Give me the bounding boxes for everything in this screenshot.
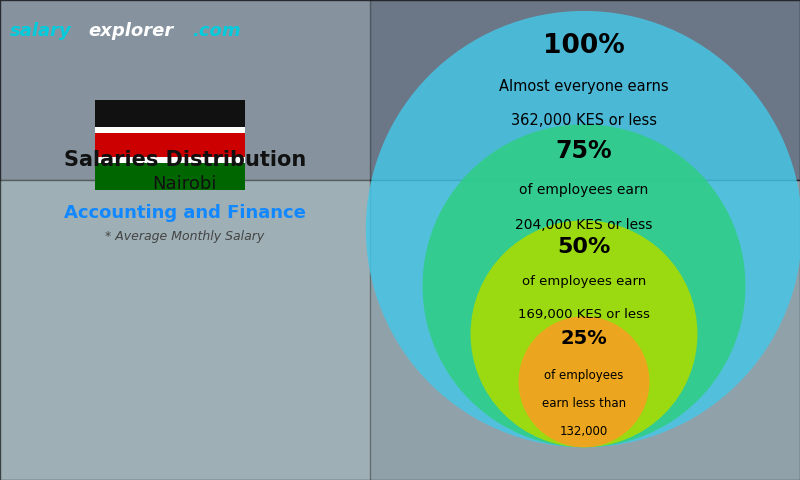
- Text: 169,000 KES or less: 169,000 KES or less: [518, 308, 650, 321]
- Text: 132,000: 132,000: [560, 425, 608, 438]
- FancyBboxPatch shape: [0, 0, 800, 180]
- Text: .com: .com: [192, 22, 241, 40]
- Text: of employees: of employees: [544, 369, 624, 382]
- Text: Accounting and Finance: Accounting and Finance: [64, 204, 306, 222]
- Bar: [95, 157, 245, 163]
- FancyBboxPatch shape: [0, 180, 800, 480]
- Bar: [95, 130, 245, 160]
- FancyBboxPatch shape: [0, 0, 370, 480]
- Bar: [95, 100, 245, 130]
- Text: Salaries Distribution: Salaries Distribution: [64, 150, 306, 170]
- Text: Almost everyone earns: Almost everyone earns: [499, 79, 669, 94]
- Text: of employees earn: of employees earn: [522, 275, 646, 288]
- Text: 75%: 75%: [556, 139, 612, 163]
- Text: 50%: 50%: [558, 237, 610, 256]
- Circle shape: [366, 11, 800, 447]
- Circle shape: [422, 124, 746, 447]
- Text: Nairobi: Nairobi: [153, 175, 218, 193]
- Text: earn less than: earn less than: [542, 397, 626, 410]
- Circle shape: [518, 316, 650, 447]
- Text: of employees earn: of employees earn: [519, 183, 649, 197]
- Bar: [95, 127, 245, 133]
- Bar: [95, 160, 245, 190]
- Text: 204,000 KES or less: 204,000 KES or less: [515, 218, 653, 232]
- Text: salary: salary: [10, 22, 72, 40]
- Text: * Average Monthly Salary: * Average Monthly Salary: [106, 230, 265, 243]
- Text: 25%: 25%: [561, 329, 607, 348]
- Text: 362,000 KES or less: 362,000 KES or less: [511, 113, 657, 129]
- Text: 100%: 100%: [543, 33, 625, 59]
- Circle shape: [470, 220, 698, 447]
- Text: explorer: explorer: [88, 22, 174, 40]
